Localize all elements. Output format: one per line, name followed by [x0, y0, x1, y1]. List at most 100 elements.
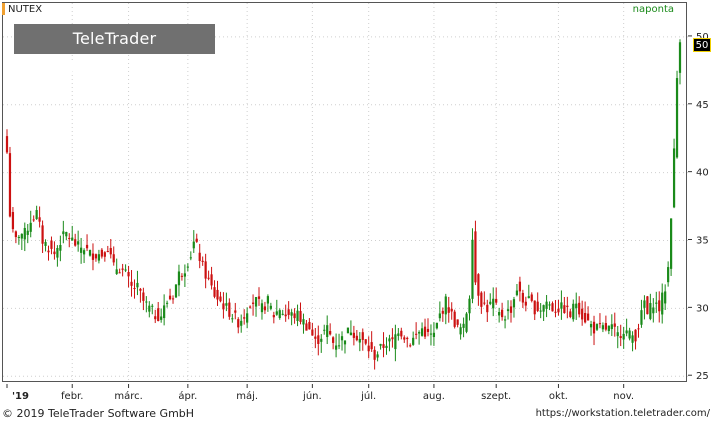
candle-body	[254, 296, 258, 307]
candle-body	[35, 210, 38, 219]
candle-body	[358, 338, 361, 343]
candle-body	[367, 345, 370, 352]
candle-body	[501, 309, 504, 318]
watermark-product: WorkStation	[57, 59, 172, 78]
candle-body	[195, 238, 198, 242]
candle-body	[616, 332, 619, 337]
candle-body	[82, 250, 86, 255]
candle-body	[124, 269, 127, 271]
candle-body	[326, 325, 329, 338]
candle-body	[293, 313, 296, 319]
candle-body	[610, 324, 613, 330]
candle-body	[649, 303, 652, 319]
last-price-badge: 50	[693, 38, 711, 52]
candle-body	[88, 250, 92, 256]
candle-body	[296, 310, 299, 322]
symbol-label[interactable]: NUTEX	[8, 4, 43, 15]
candle-body	[343, 340, 347, 345]
candle-body	[646, 296, 649, 315]
candle-body	[243, 317, 246, 319]
x-tick-label: '19	[12, 391, 29, 402]
candle-body	[41, 225, 44, 244]
candle-body	[222, 303, 225, 310]
candle-body	[533, 300, 536, 315]
candle-body	[521, 292, 524, 303]
plot-area[interactable]	[2, 2, 688, 383]
y-tick-label: 45	[696, 100, 709, 111]
y-tick-label: 30	[696, 303, 709, 314]
candle-body	[299, 310, 302, 322]
candle-body	[234, 310, 237, 313]
candle-body	[142, 292, 145, 301]
candle-body	[130, 281, 133, 286]
candle-body	[127, 272, 130, 277]
candle-body	[213, 287, 216, 297]
candle-body	[180, 275, 184, 277]
candle-body	[50, 240, 53, 249]
candle-body	[503, 319, 507, 321]
candle-body	[5, 136, 9, 153]
candle-body	[26, 230, 29, 235]
candle-body	[284, 314, 287, 317]
candle-body	[32, 219, 35, 221]
candle-body	[189, 257, 192, 259]
x-tick-label: febr.	[61, 391, 83, 402]
candle-body	[216, 289, 219, 300]
candle-body	[154, 316, 157, 320]
candle-body	[103, 252, 106, 257]
candle-body	[459, 327, 462, 335]
candle-body	[415, 333, 418, 335]
x-tick-label: jún.	[302, 390, 322, 402]
candle-body	[462, 323, 465, 328]
candle-body	[97, 254, 101, 261]
candle-body	[112, 254, 115, 263]
candle-body	[136, 282, 139, 288]
candle-body	[498, 312, 501, 316]
candle-body	[311, 329, 314, 336]
candle-body	[334, 345, 338, 350]
candle-body	[373, 349, 376, 360]
candle-body	[77, 241, 80, 245]
source-url-link[interactable]: https://workstation.teletrader.com/	[535, 408, 710, 419]
x-tick-label: júl.	[360, 390, 376, 402]
candle-body	[145, 301, 148, 303]
candle-body	[305, 323, 308, 331]
candle-body	[260, 303, 264, 313]
candle-body	[168, 295, 172, 300]
candle-body	[228, 302, 231, 317]
candle-body	[423, 326, 427, 337]
candle-body	[471, 239, 474, 299]
candle-body	[667, 267, 670, 283]
candle-body	[174, 284, 178, 298]
x-tick-label: aug.	[423, 391, 445, 402]
candle-body	[619, 336, 622, 339]
candle-body	[515, 290, 519, 296]
candle-body	[198, 252, 201, 262]
candle-body	[8, 153, 12, 217]
candle-body	[477, 274, 480, 296]
candle-body	[658, 300, 661, 312]
candle-body	[554, 311, 557, 313]
candle-body	[604, 323, 607, 330]
candle-body	[480, 292, 483, 307]
candle-body	[607, 325, 610, 331]
candle-body	[38, 217, 41, 222]
candle-body	[468, 298, 471, 314]
candle-body	[489, 301, 492, 304]
candle-body	[575, 303, 578, 309]
candle-body	[524, 301, 527, 306]
x-tick-label: márc.	[114, 390, 142, 402]
candle-body	[361, 332, 364, 340]
y-tick-label: 40	[696, 168, 709, 179]
x-tick-label: okt.	[549, 391, 568, 402]
candle-body	[447, 307, 450, 313]
candle-body	[417, 332, 421, 334]
candle-body	[409, 345, 412, 347]
candle-body	[346, 327, 350, 334]
candle-body	[492, 298, 495, 309]
candle-body	[483, 302, 486, 304]
candle-body	[317, 335, 320, 344]
period-label[interactable]: naponta	[632, 4, 674, 15]
candle-body	[397, 333, 400, 336]
candle-body	[133, 288, 136, 290]
